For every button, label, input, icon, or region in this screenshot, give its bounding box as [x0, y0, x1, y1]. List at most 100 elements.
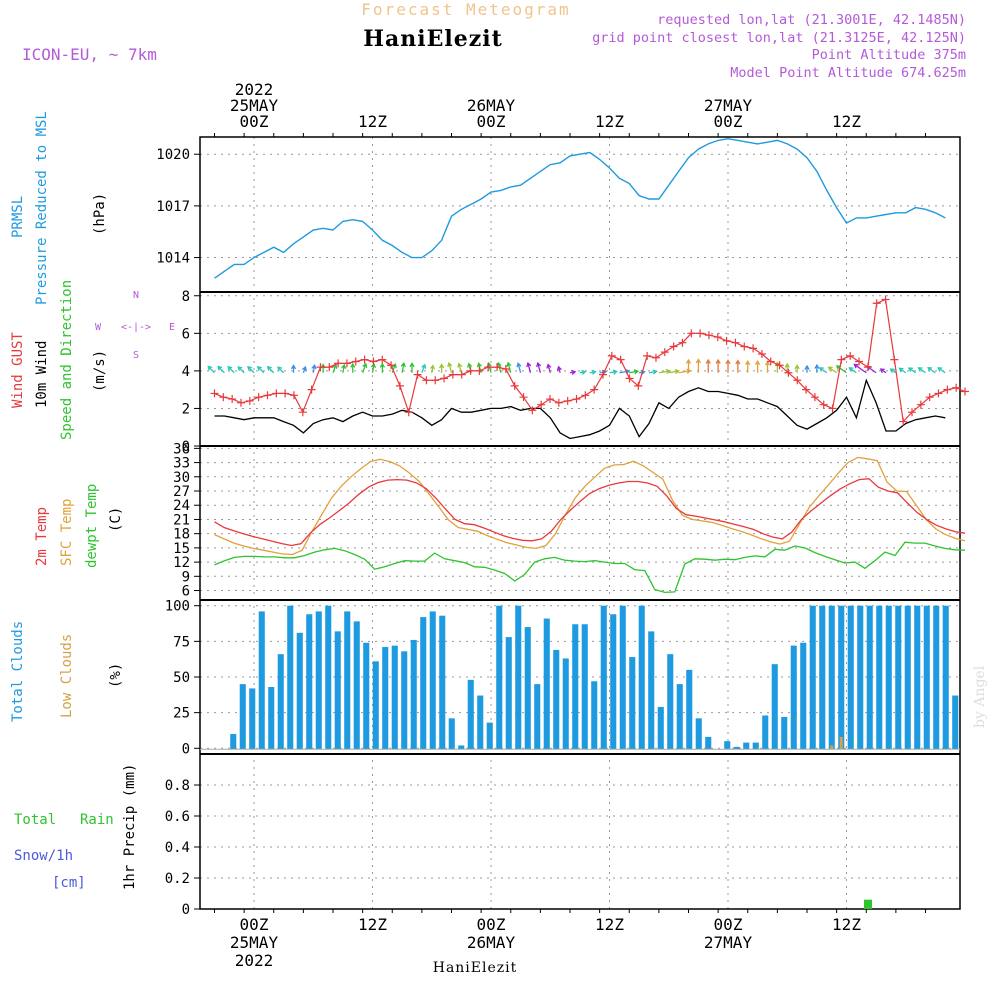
wind-gust-marker	[219, 393, 228, 402]
temp-tick-label: 21	[173, 512, 190, 528]
temp-tick-label: 6	[182, 584, 190, 600]
total-cloud-bar	[771, 664, 778, 750]
model-altitude: Model Point Altitude 674.625m	[730, 65, 966, 81]
wind-direction-arrow	[237, 366, 245, 374]
wind-direction-arrowhead	[725, 359, 731, 365]
wind-direction-arrowhead	[907, 367, 913, 372]
wind-direction-arrowhead	[506, 361, 512, 367]
wind-gust-marker	[846, 351, 855, 360]
wind-gust-marker	[819, 400, 828, 409]
model-name: ICON-EU, ~ 7km	[22, 45, 157, 64]
wind-direction-arrow	[908, 367, 916, 374]
total-cloud-bar	[439, 615, 446, 750]
temp-2m-line	[214, 478, 966, 547]
wind-label-10m: 10m Wind	[34, 341, 50, 408]
panel-frame	[199, 136, 961, 910]
wind-gust-marker	[784, 368, 793, 377]
top-time-label: 26MAY	[467, 96, 516, 115]
wind-direction-arrowhead	[207, 365, 213, 371]
wind-gust-marker	[289, 391, 298, 400]
wind-gust-marker	[254, 393, 263, 402]
wind-direction-arrowhead	[350, 362, 356, 368]
total-cloud-bar	[268, 686, 275, 750]
total-cloud-bar	[705, 736, 712, 750]
total-cloud-bar	[819, 605, 826, 750]
wind-direction-arrow	[458, 363, 463, 373]
pressure-panel-labels: PRMSL Pressure Reduced to MSL (hPa)	[10, 111, 108, 305]
wind-panel-labels: Wind GUST 10m Wind Speed and Direction (…	[10, 280, 108, 440]
wind-gust-marker	[484, 363, 493, 372]
clouds-tick-label: 50	[173, 670, 190, 686]
total-cloud-bar	[249, 688, 256, 750]
wind-direction-arrowhead	[311, 364, 317, 370]
wind-direction-arrow	[927, 367, 936, 374]
wind-gust-marker	[925, 393, 934, 402]
cloud-label-low: Low Clouds	[59, 634, 75, 718]
wind-direction-arrow	[819, 367, 828, 374]
wind-direction-arrowhead	[917, 367, 923, 372]
wind-direction-arrowhead	[341, 363, 347, 369]
total-cloud-bar	[600, 605, 607, 750]
total-cloud-bar	[543, 618, 550, 750]
total-cloud-bar	[458, 745, 465, 750]
wind-direction-arrowhead	[391, 363, 397, 369]
precip-label-rain: Rain	[80, 812, 114, 828]
wind-tick-label: 6	[182, 326, 190, 342]
top-time-label: 00Z	[240, 112, 269, 131]
wind-direction-arrow	[267, 366, 275, 374]
wind-gust-marker	[793, 376, 802, 385]
total-cloud-bar	[885, 605, 892, 750]
wind-direction-arrowhead	[695, 358, 701, 364]
top-time-label: 2022	[235, 80, 274, 99]
wind-direction-arrowhead	[898, 367, 904, 373]
wind-direction-arrowhead	[556, 365, 562, 371]
wind-gust-marker	[908, 408, 917, 417]
wind-direction-arrowhead	[237, 366, 243, 371]
wind-gust-marker	[413, 370, 422, 379]
precip-tick-label: 0.4	[165, 840, 190, 856]
precip-tick-label: 0.6	[165, 809, 190, 825]
wind-direction-arrowhead	[879, 368, 885, 374]
wind-gust-marker	[952, 383, 961, 392]
wind-direction-arrow	[227, 366, 235, 374]
wind-tick-label: 0	[182, 439, 190, 455]
wind-direction-arrow	[527, 362, 532, 373]
total-cloud-bar	[857, 605, 864, 750]
wind-direction-arrowhead	[591, 369, 597, 375]
wind-gust-marker	[554, 398, 563, 407]
wind-gust-marker	[713, 333, 722, 342]
bottom-time-label: 12Z	[595, 915, 624, 934]
wind-direction-arrowhead	[266, 365, 272, 371]
wind-direction-arrowhead	[429, 364, 436, 370]
wind-gust-marker	[387, 361, 396, 370]
wind-direction-arrow	[247, 366, 255, 374]
total-cloud-bar	[933, 605, 940, 750]
wind-gust-marker	[810, 393, 819, 402]
wind-gust-marker	[228, 395, 237, 404]
wind-direction-arrowhead	[814, 363, 820, 369]
total-cloud-bar	[429, 611, 436, 750]
total-cloud-bar	[391, 645, 398, 750]
wind-direction-arrowhead	[409, 362, 415, 368]
wind-gust-marker	[510, 381, 519, 390]
wind-direction-arrowhead	[633, 369, 640, 375]
clouds-tick-label: 25	[173, 706, 190, 722]
wind-gust-marker	[563, 396, 572, 405]
total-cloud-bar	[667, 654, 674, 750]
wind-direction-arrowhead	[217, 365, 223, 371]
top-time-label: 27MAY	[704, 96, 753, 115]
wind-gust-marker	[855, 357, 864, 366]
wind-gust-marker	[643, 351, 652, 360]
total-cloud-bar	[363, 642, 370, 750]
wind-direction-arrow	[547, 364, 551, 373]
top-time-label: 00Z	[714, 112, 743, 131]
total-cloud-bar	[477, 695, 484, 750]
wind-gust-marker	[696, 329, 705, 338]
wind-gust-marker	[360, 355, 369, 364]
wind-direction-arrow	[658, 370, 670, 374]
wind-direction-arrow	[277, 366, 285, 374]
temp-tick-label: 27	[173, 484, 190, 500]
wind-gust-marker	[757, 349, 766, 358]
total-cloud-bar	[809, 605, 816, 750]
total-cloud-bar	[838, 605, 845, 750]
